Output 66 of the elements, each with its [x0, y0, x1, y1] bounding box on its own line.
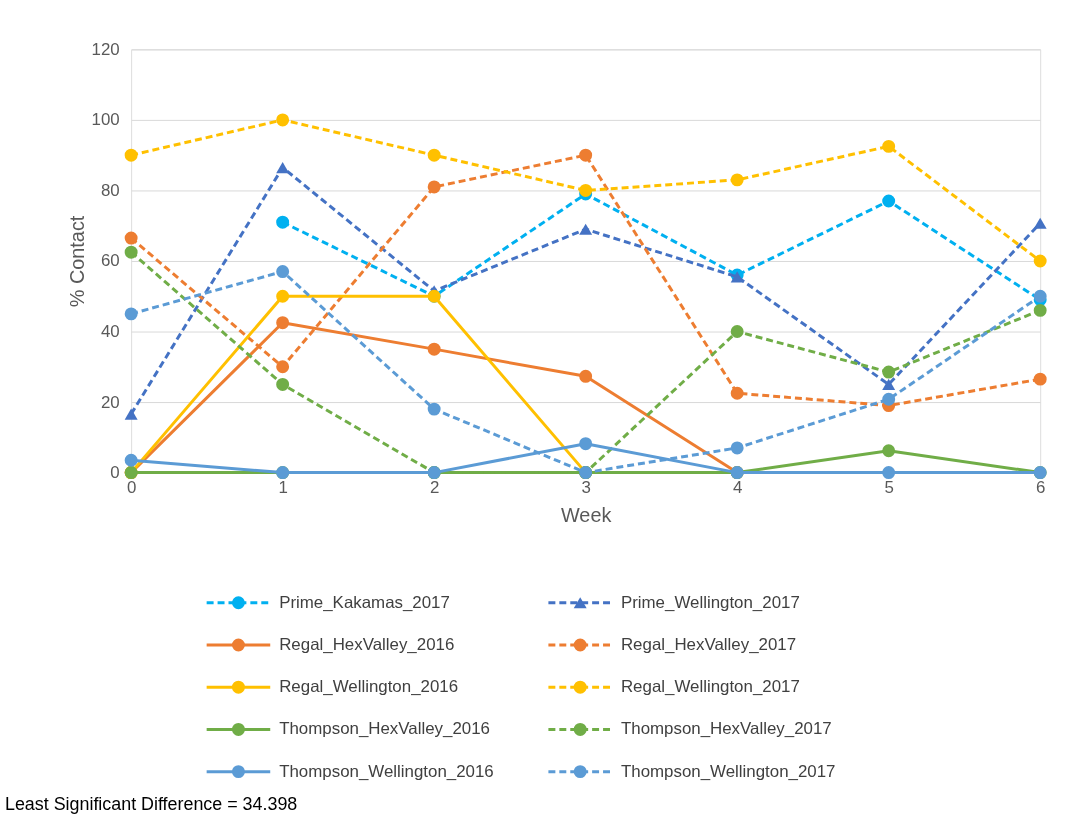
y-axis-title: % Contact — [65, 215, 88, 308]
point — [1033, 254, 1047, 268]
point — [579, 148, 593, 162]
legend-label: Prime_Kakamas_2017 — [279, 592, 450, 612]
x-tick-label: 3 — [581, 477, 591, 497]
point — [124, 408, 138, 420]
x-tick-label: 1 — [278, 477, 288, 497]
legend-label: Regal_HexValley_2016 — [279, 634, 455, 654]
text: Least Significant Difference = 34.398 — [4, 794, 298, 815]
legend-label: Thompson_HexValley_2017 — [620, 719, 832, 739]
point — [124, 453, 138, 467]
x-tick-label: 5 — [884, 477, 894, 497]
y-tick-label: 20 — [100, 392, 120, 412]
legend-label: Thompson_Wellington_2016 — [279, 761, 494, 781]
point — [882, 139, 896, 153]
point — [730, 173, 744, 187]
point — [579, 437, 593, 451]
y-tick-label: 100 — [91, 110, 120, 130]
point — [882, 466, 896, 480]
x-tick-label: 6 — [1035, 477, 1046, 497]
point — [579, 183, 593, 197]
point — [882, 365, 896, 379]
point — [276, 215, 290, 229]
point — [427, 180, 441, 194]
point — [1033, 217, 1047, 229]
y-tick-label: 60 — [100, 251, 120, 271]
point — [124, 307, 138, 321]
legend-label: Thompson_HexValley_2016 — [279, 719, 490, 739]
point — [882, 194, 896, 208]
point — [427, 148, 441, 162]
point — [427, 402, 441, 416]
legend-label: Regal_Wellington_2016 — [279, 677, 459, 697]
point — [276, 113, 290, 127]
point — [276, 316, 290, 330]
point — [124, 148, 138, 162]
x-tick-label: 4 — [732, 477, 743, 497]
point — [730, 441, 744, 455]
point — [579, 369, 593, 383]
legend-label: Prime_Wellington_2017 — [620, 592, 800, 612]
point — [882, 444, 896, 458]
point — [276, 265, 290, 279]
point — [276, 289, 290, 303]
point — [276, 377, 290, 391]
point — [882, 378, 896, 391]
y-tick-label: 0 — [110, 463, 120, 483]
y-tick-label: 40 — [100, 321, 120, 341]
point — [730, 386, 744, 400]
point — [1033, 303, 1047, 317]
point — [730, 325, 744, 338]
point — [427, 342, 441, 356]
x-axis-title: Week — [560, 503, 612, 526]
point — [1033, 289, 1047, 303]
y-tick-label: 80 — [100, 180, 120, 200]
x-tick-label: 2 — [429, 477, 440, 497]
legend-label: Regal_HexValley_2017 — [620, 634, 797, 654]
point — [276, 360, 290, 374]
point — [579, 223, 593, 235]
point — [276, 161, 290, 174]
legend-label: Thompson_Wellington_2017 — [620, 761, 836, 781]
point — [124, 245, 138, 259]
point — [882, 392, 896, 406]
point — [1033, 372, 1047, 386]
x-tick-label: 0 — [126, 477, 137, 497]
point — [124, 231, 138, 245]
y-tick-label: 120 — [91, 39, 120, 59]
legend-label: Regal_Wellington_2017 — [620, 677, 800, 697]
